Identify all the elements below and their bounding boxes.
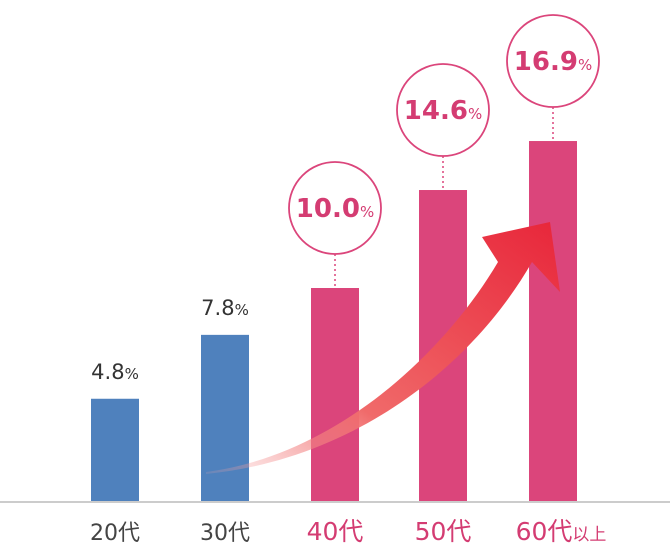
category-suffix: 以上 (572, 525, 606, 545)
category-label-4: 50代 (415, 517, 472, 546)
value-unit: % (468, 105, 482, 123)
value-bubble-4 (396, 63, 490, 157)
category-main: 40代 (307, 517, 364, 546)
category-label-5: 60代以上 (516, 517, 607, 546)
category-main: 60代 (516, 517, 573, 546)
category-label-2: 30代 (200, 521, 250, 546)
value-number: 16.9 (514, 47, 578, 77)
value-bubble-5 (506, 14, 600, 108)
bar-3 (311, 288, 359, 501)
category-main: 50代 (415, 517, 472, 546)
value-number: 14.6 (404, 96, 468, 126)
bar-5 (529, 141, 577, 501)
value-label-3: 10.0% (296, 194, 374, 224)
category-label-3: 40代 (307, 517, 364, 546)
bar-1 (91, 398, 139, 501)
value-label-5: 16.9% (514, 47, 592, 77)
value-label-4: 14.6% (404, 96, 482, 126)
value-label-1: 4.8% (91, 360, 139, 384)
value-unit: % (125, 365, 139, 383)
trend-arrow (206, 222, 560, 474)
value-label-2: 7.8% (201, 296, 249, 320)
value-number: 10.0 (296, 194, 360, 224)
value-number: 4.8 (91, 360, 124, 384)
value-unit: % (578, 56, 592, 74)
category-main: 30代 (200, 521, 250, 546)
value-bubble-3 (288, 161, 382, 255)
value-number: 7.8 (201, 296, 234, 320)
category-main: 20代 (90, 521, 140, 546)
value-unit: % (235, 301, 249, 319)
value-unit: % (360, 203, 374, 221)
category-label-1: 20代 (90, 521, 140, 546)
bar-2 (201, 334, 249, 501)
